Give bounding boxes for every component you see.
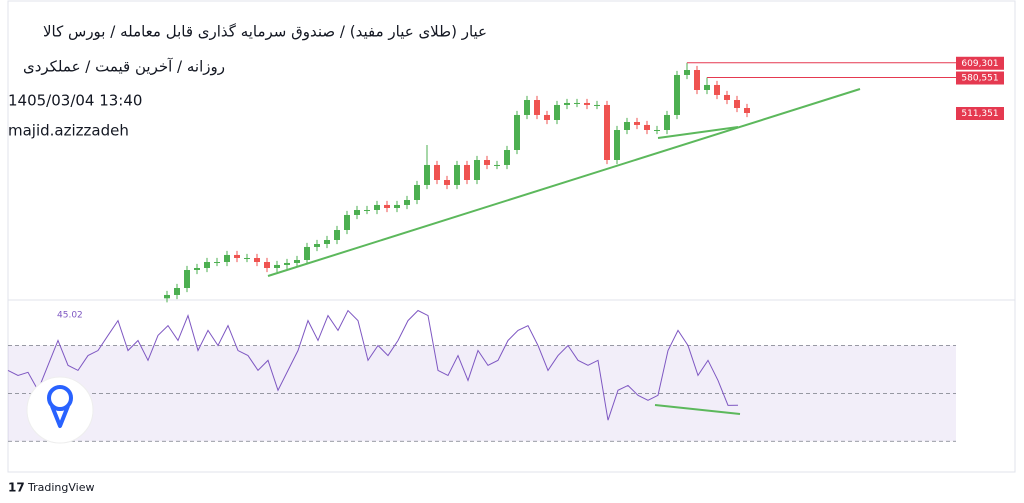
candle-body [384,204,390,208]
candle-body [674,74,680,115]
price-label: 580,551 [961,74,998,84]
candle-body [184,270,190,288]
candle-body [254,258,260,262]
rsi-value: 45.02 [57,311,83,321]
candle-body [454,164,460,185]
candle-body [554,104,560,120]
candle-body [714,84,720,95]
price-pane: 609,301 580,551 511,351 [164,56,1004,303]
candle-body [724,94,730,100]
candle-body [304,246,310,260]
candle-body [244,258,250,259]
logo [26,376,94,444]
candle-body [214,262,220,263]
candle-body [544,114,550,120]
brand-mark: 17 [8,481,25,495]
candle-body [624,122,630,130]
candle-body [664,114,670,130]
candle-body [584,102,590,105]
price-label-box [956,56,1004,70]
chart-subtitle: روزانه / آخرین قیمت / عملکردی [23,58,225,76]
frame [7,0,1016,473]
candle-body [224,254,230,262]
candle-body [404,200,410,205]
candle-body [614,130,620,160]
trend-line [267,88,861,277]
candle-body [374,204,380,210]
candle-body [634,122,640,125]
candle-body [654,130,660,131]
rsi-band-fill [8,345,956,442]
candle-body [294,260,300,263]
candle-body [434,164,440,180]
chart-title: عیار (طلای عیار مفید) / صندوق سرمایه گذا… [43,23,487,41]
candle-body [704,84,710,90]
price-label: 511,351 [961,109,998,119]
candle-body [474,160,480,180]
candle-body [534,100,540,115]
candle-body [164,294,170,299]
candle-body [314,244,320,247]
candle-body [264,262,270,268]
candle-body [494,164,500,166]
candle-body [564,102,570,105]
candle-body [234,254,240,258]
candle-body [574,102,580,104]
candle-body [594,104,600,106]
candle-body [444,180,450,185]
chart-date: 1405/03/04 13:40 [8,92,142,110]
price-label-box [956,71,1004,85]
candle-body [344,214,350,230]
candle-body [274,264,280,268]
rsi-line [7,309,739,421]
candle-body [364,210,370,211]
candle-body [284,262,290,265]
candle-body [744,108,750,113]
candle-body [194,268,200,270]
candle-body [204,262,210,268]
footer: TradingView [27,481,94,494]
candle-body [524,100,530,115]
candle-body [514,114,520,150]
candle-body [174,288,180,295]
candle-body [604,104,610,160]
trend-line [657,126,739,139]
candle-body [684,70,690,75]
rsi-pane: 45.02 [7,309,956,442]
candle-body [734,100,740,108]
candle-body [394,204,400,208]
candle-body [484,160,490,165]
candle-body [414,184,420,200]
candle-body [354,210,360,215]
candle-body [424,164,430,185]
candle-body [334,230,340,240]
price-label: 609,301 [961,59,998,69]
candle-body [324,240,330,244]
price-label-box [956,106,1004,120]
candle-body [644,124,650,130]
chart-author: majid.azizzadeh [8,122,129,140]
candle-body [694,70,700,90]
candle-body [504,150,510,165]
trend-line [654,404,741,415]
candle-body [464,164,470,180]
